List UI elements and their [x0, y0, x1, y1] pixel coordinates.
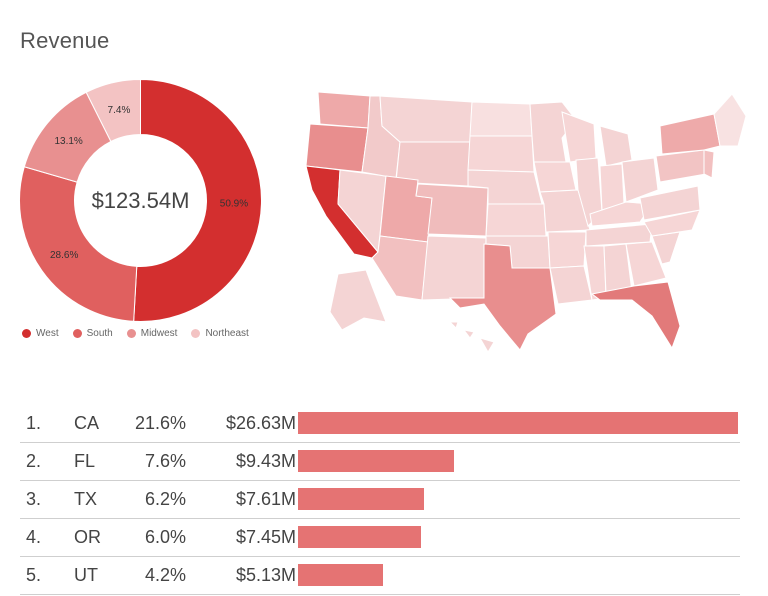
state-mi[interactable] — [599, 125, 633, 167]
state-nd[interactable] — [469, 101, 533, 137]
value-label: $5.13M — [235, 565, 296, 585]
donut-slice-label: 13.1% — [54, 136, 82, 147]
donut-slice-label: 7.4% — [108, 105, 131, 116]
donut-slice-northeast[interactable] — [85, 78, 141, 143]
ranking-row[interactable]: 2. FL 7.6% $9.43M — [20, 443, 740, 481]
donut-slice-south[interactable] — [19, 166, 138, 322]
rank-label: 2. — [26, 451, 42, 471]
legend-label: Northeast — [205, 328, 249, 339]
state-wi[interactable] — [561, 111, 597, 163]
page-title: Revenue — [20, 28, 110, 53]
state-az[interactable] — [371, 235, 429, 301]
donut-slice-west[interactable] — [133, 78, 262, 322]
ranking-row[interactable]: 1. CA 21.6% $26.63M — [20, 405, 740, 443]
revenue-bar — [298, 488, 424, 510]
state-or[interactable] — [305, 123, 369, 173]
percent-label: 21.6% — [134, 413, 186, 433]
state-mo[interactable] — [539, 189, 591, 233]
legend-dot-icon — [191, 329, 201, 338]
donut-slice-label: 50.9% — [220, 199, 248, 210]
state-ak[interactable] — [329, 269, 387, 331]
legend-item-south[interactable]: South — [72, 328, 113, 339]
state-hi[interactable] — [448, 321, 495, 353]
state-fl[interactable] — [590, 281, 681, 350]
state-la[interactable] — [549, 265, 593, 305]
state-nm[interactable] — [421, 235, 487, 301]
top-states-ranking: 1. CA 21.6% $26.63M 2. FL 7.6% $9.43M 3.… — [20, 405, 740, 595]
state-label: FL — [74, 451, 96, 471]
percent-label: 4.2% — [144, 565, 186, 585]
rank-label: 4. — [26, 527, 42, 547]
state-nj[interactable] — [703, 149, 715, 179]
ranking-row[interactable]: 3. TX 6.2% $7.61M — [20, 481, 740, 519]
ranking-row[interactable]: 4. OR 6.0% $7.45M — [20, 519, 740, 557]
state-pa[interactable] — [655, 149, 707, 183]
donut-legend: West South Midwest Northeast — [22, 328, 249, 339]
state-ny[interactable] — [659, 113, 721, 155]
state-sd[interactable] — [467, 135, 535, 173]
value-label: $7.45M — [235, 527, 296, 547]
legend-dot-icon — [72, 329, 82, 338]
value-label: $26.63M — [225, 413, 296, 433]
state-oh[interactable] — [621, 157, 659, 203]
percent-label: 7.6% — [144, 451, 186, 471]
legend-dot-icon — [22, 329, 31, 338]
rank-label: 3. — [26, 489, 42, 509]
state-nc[interactable] — [643, 209, 701, 237]
state-ia[interactable] — [533, 161, 577, 193]
legend-label: South — [86, 328, 113, 339]
legend-item-midwest[interactable]: Midwest — [126, 328, 178, 339]
ranking-row[interactable]: 5. UT 4.2% $5.13M — [20, 557, 740, 595]
state-ks[interactable] — [485, 203, 547, 237]
legend-label: Midwest — [140, 328, 178, 339]
state-mt[interactable] — [379, 95, 473, 143]
state-tx[interactable] — [448, 243, 557, 351]
state-label: TX — [74, 489, 98, 509]
revenue-bar — [298, 412, 738, 434]
state-in[interactable] — [599, 163, 625, 211]
state-ar[interactable] — [547, 231, 587, 269]
value-label: $9.43M — [235, 451, 296, 471]
value-label: $7.61M — [235, 489, 296, 509]
state-label: OR — [74, 527, 101, 547]
donut-slice-label: 28.6% — [50, 250, 78, 261]
state-va[interactable] — [639, 185, 701, 221]
percent-label: 6.0% — [144, 527, 186, 547]
revenue-bar — [298, 450, 454, 472]
legend-dot-icon — [126, 329, 136, 338]
us-revenue-map[interactable] — [300, 86, 755, 354]
revenue-bar — [298, 526, 422, 548]
revenue-donut-chart[interactable]: 50.9% 28.6% 13.1% 7.4% $123.54M — [18, 78, 263, 323]
state-ga[interactable] — [625, 241, 667, 287]
legend-label: West — [36, 328, 59, 339]
legend-item-northeast[interactable]: Northeast — [191, 328, 249, 339]
state-wa[interactable] — [317, 91, 371, 129]
rank-label: 5. — [26, 565, 42, 585]
percent-label: 6.2% — [144, 489, 186, 509]
rank-label: 1. — [26, 413, 42, 433]
legend-item-west[interactable]: West — [22, 328, 59, 339]
state-label: CA — [74, 413, 100, 433]
revenue-bar — [298, 564, 383, 586]
state-new-england[interactable] — [713, 93, 747, 147]
state-label: UT — [74, 565, 98, 585]
